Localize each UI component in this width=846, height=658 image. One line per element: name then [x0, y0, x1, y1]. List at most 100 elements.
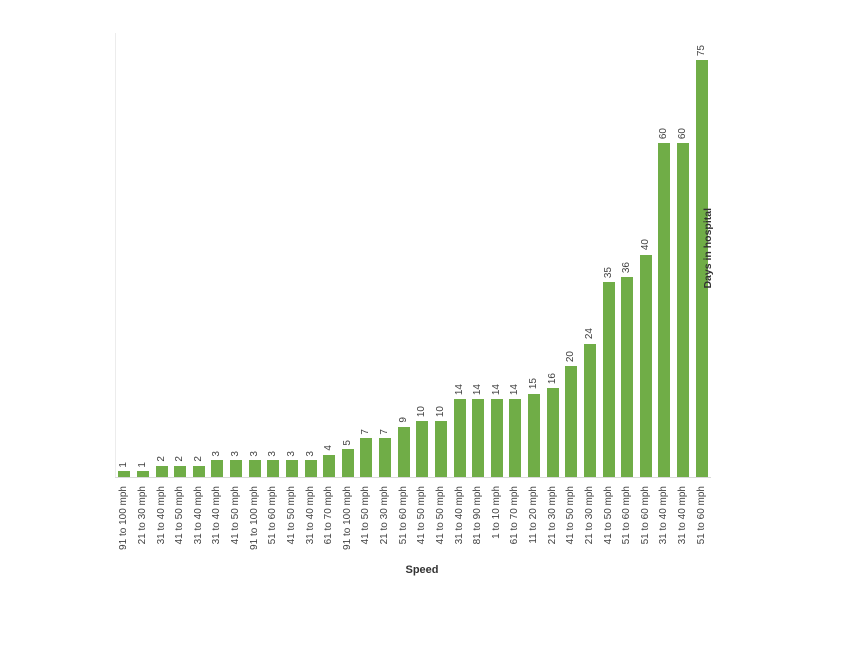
bar-column: 3	[264, 36, 283, 477]
bar-value-label: 1	[136, 461, 148, 468]
bar	[397, 427, 410, 477]
x-axis-category-label: 11 to 20 mph	[528, 486, 540, 544]
x-axis-label-cell: 31 to 40 mph	[655, 486, 674, 566]
bar-value-label: 40	[639, 239, 651, 251]
bar-value-label: 16	[546, 372, 558, 384]
x-axis-label-cell: 41 to 50 mph	[562, 486, 581, 566]
bar-value-label: 7	[360, 428, 372, 435]
bar-column: 3	[227, 36, 246, 477]
bar-column: 16	[543, 36, 562, 477]
x-axis-label-cell: 41 to 50 mph	[357, 486, 376, 566]
bar-column: 7	[357, 36, 376, 477]
bar	[602, 282, 615, 477]
x-axis-category-label: 61 to 70 mph	[323, 486, 335, 545]
x-axis-label-cell: 31 to 40 mph	[450, 486, 469, 566]
bar	[136, 471, 149, 477]
x-axis-label-cell: 31 to 40 mph	[208, 486, 227, 566]
x-axis-label-cell: 21 to 30 mph	[134, 486, 153, 566]
bar-column: 1	[115, 36, 134, 477]
bar-column: 14	[488, 36, 507, 477]
x-axis-category-label: 31 to 40 mph	[155, 486, 167, 545]
x-axis-category-label: 21 to 30 mph	[379, 486, 391, 545]
bar-column: 14	[450, 36, 469, 477]
bar-column: 5	[339, 36, 358, 477]
bar-column: 3	[283, 36, 302, 477]
bar	[490, 399, 503, 477]
bar	[174, 465, 187, 477]
bar	[211, 460, 224, 477]
x-axis-label-cell: 51 to 60 mph	[394, 486, 413, 566]
x-axis-category-label: 41 to 50 mph	[230, 486, 242, 545]
bar-column: 75	[692, 36, 711, 477]
bar-value-label: 14	[509, 384, 521, 396]
bar-value-label: 3	[285, 450, 297, 457]
x-axis-label-cell: 41 to 50 mph	[432, 486, 451, 566]
bar	[360, 438, 373, 477]
x-axis-category-label: 31 to 40 mph	[677, 486, 689, 545]
bar	[677, 143, 690, 477]
bar	[658, 143, 671, 477]
plot-area: 1 1 2 2 2 3 3 3 3 3 3 4 5 7 7 9 10 10 14 14 14 14 15 16 20 24 35 36…	[115, 36, 711, 477]
bar-column: 35	[599, 36, 618, 477]
x-axis-category-label: 41 to 50 mph	[360, 486, 372, 545]
bar	[248, 460, 261, 477]
bar-value-label: 10	[416, 406, 428, 418]
bar	[304, 460, 317, 477]
bar-value-label: 75	[695, 44, 707, 56]
x-axis-category-label: 51 to 60 mph	[397, 486, 409, 545]
bar-column: 3	[301, 36, 320, 477]
bar	[192, 465, 205, 477]
x-axis-category-label: 51 to 60 mph	[621, 486, 633, 545]
x-axis-label-cell: 31 to 40 mph	[674, 486, 693, 566]
x-axis-category-label: 91 to 100 mph	[118, 486, 130, 550]
x-axis-label-cell: 21 to 30 mph	[543, 486, 562, 566]
bar-column: 10	[413, 36, 432, 477]
x-axis-category-label: 41 to 50 mph	[416, 486, 428, 545]
x-axis-category-label: 31 to 40 mph	[658, 486, 670, 545]
x-axis-category-label: 21 to 30 mph	[546, 486, 558, 545]
x-axis-category-label: 21 to 30 mph	[136, 486, 148, 545]
x-axis-label-cell: 41 to 50 mph	[599, 486, 618, 566]
bar-column: 3	[245, 36, 264, 477]
bar	[285, 460, 298, 477]
bar	[546, 388, 559, 477]
x-axis-label-cell: 51 to 60 mph	[637, 486, 656, 566]
bar	[341, 449, 354, 477]
bar-column: 1	[134, 36, 153, 477]
bar	[639, 254, 652, 477]
bar-value-label: 3	[211, 450, 223, 457]
bar	[583, 343, 596, 477]
x-axis-category-label: 51 to 60 mph	[267, 486, 279, 545]
bar	[267, 460, 280, 477]
x-axis-label-cell: 51 to 60 mph	[264, 486, 283, 566]
x-axis-label-cell: 11 to 20 mph	[525, 486, 544, 566]
y-axis-title: Days in hospital	[702, 208, 714, 289]
bar-value-label: 3	[267, 450, 279, 457]
bar-value-label: 35	[602, 267, 614, 279]
bar-column: 4	[320, 36, 339, 477]
bar-value-label: 36	[621, 261, 633, 273]
bar-value-label: 3	[230, 450, 242, 457]
bar-column: 14	[469, 36, 488, 477]
x-axis-label-cell: 61 to 70 mph	[506, 486, 525, 566]
x-axis-category-label: 61 to 70 mph	[509, 486, 521, 545]
x-axis-category-label: 31 to 40 mph	[304, 486, 316, 545]
bar-column: 3	[208, 36, 227, 477]
bar-value-label: 14	[453, 384, 465, 396]
bar	[118, 471, 131, 477]
x-axis-category-label: 1 to 10 mph	[490, 486, 502, 539]
bar-column: 10	[432, 36, 451, 477]
x-axis-category-label: 41 to 50 mph	[602, 486, 614, 545]
x-axis-label-cell: 51 to 60 mph	[618, 486, 637, 566]
bar	[434, 421, 447, 477]
x-axis-label-cell: 41 to 50 mph	[283, 486, 302, 566]
bar-column: 9	[394, 36, 413, 477]
x-axis-label-cell: 31 to 40 mph	[301, 486, 320, 566]
x-axis-title: Speed	[405, 564, 439, 576]
x-axis-category-label: 91 to 100 mph	[341, 486, 353, 550]
bar	[565, 365, 578, 477]
x-axis-category-label: 41 to 50 mph	[434, 486, 446, 545]
x-axis-category-label: 41 to 50 mph	[174, 486, 186, 545]
bar-column: 60	[674, 36, 693, 477]
bar-column: 60	[655, 36, 674, 477]
